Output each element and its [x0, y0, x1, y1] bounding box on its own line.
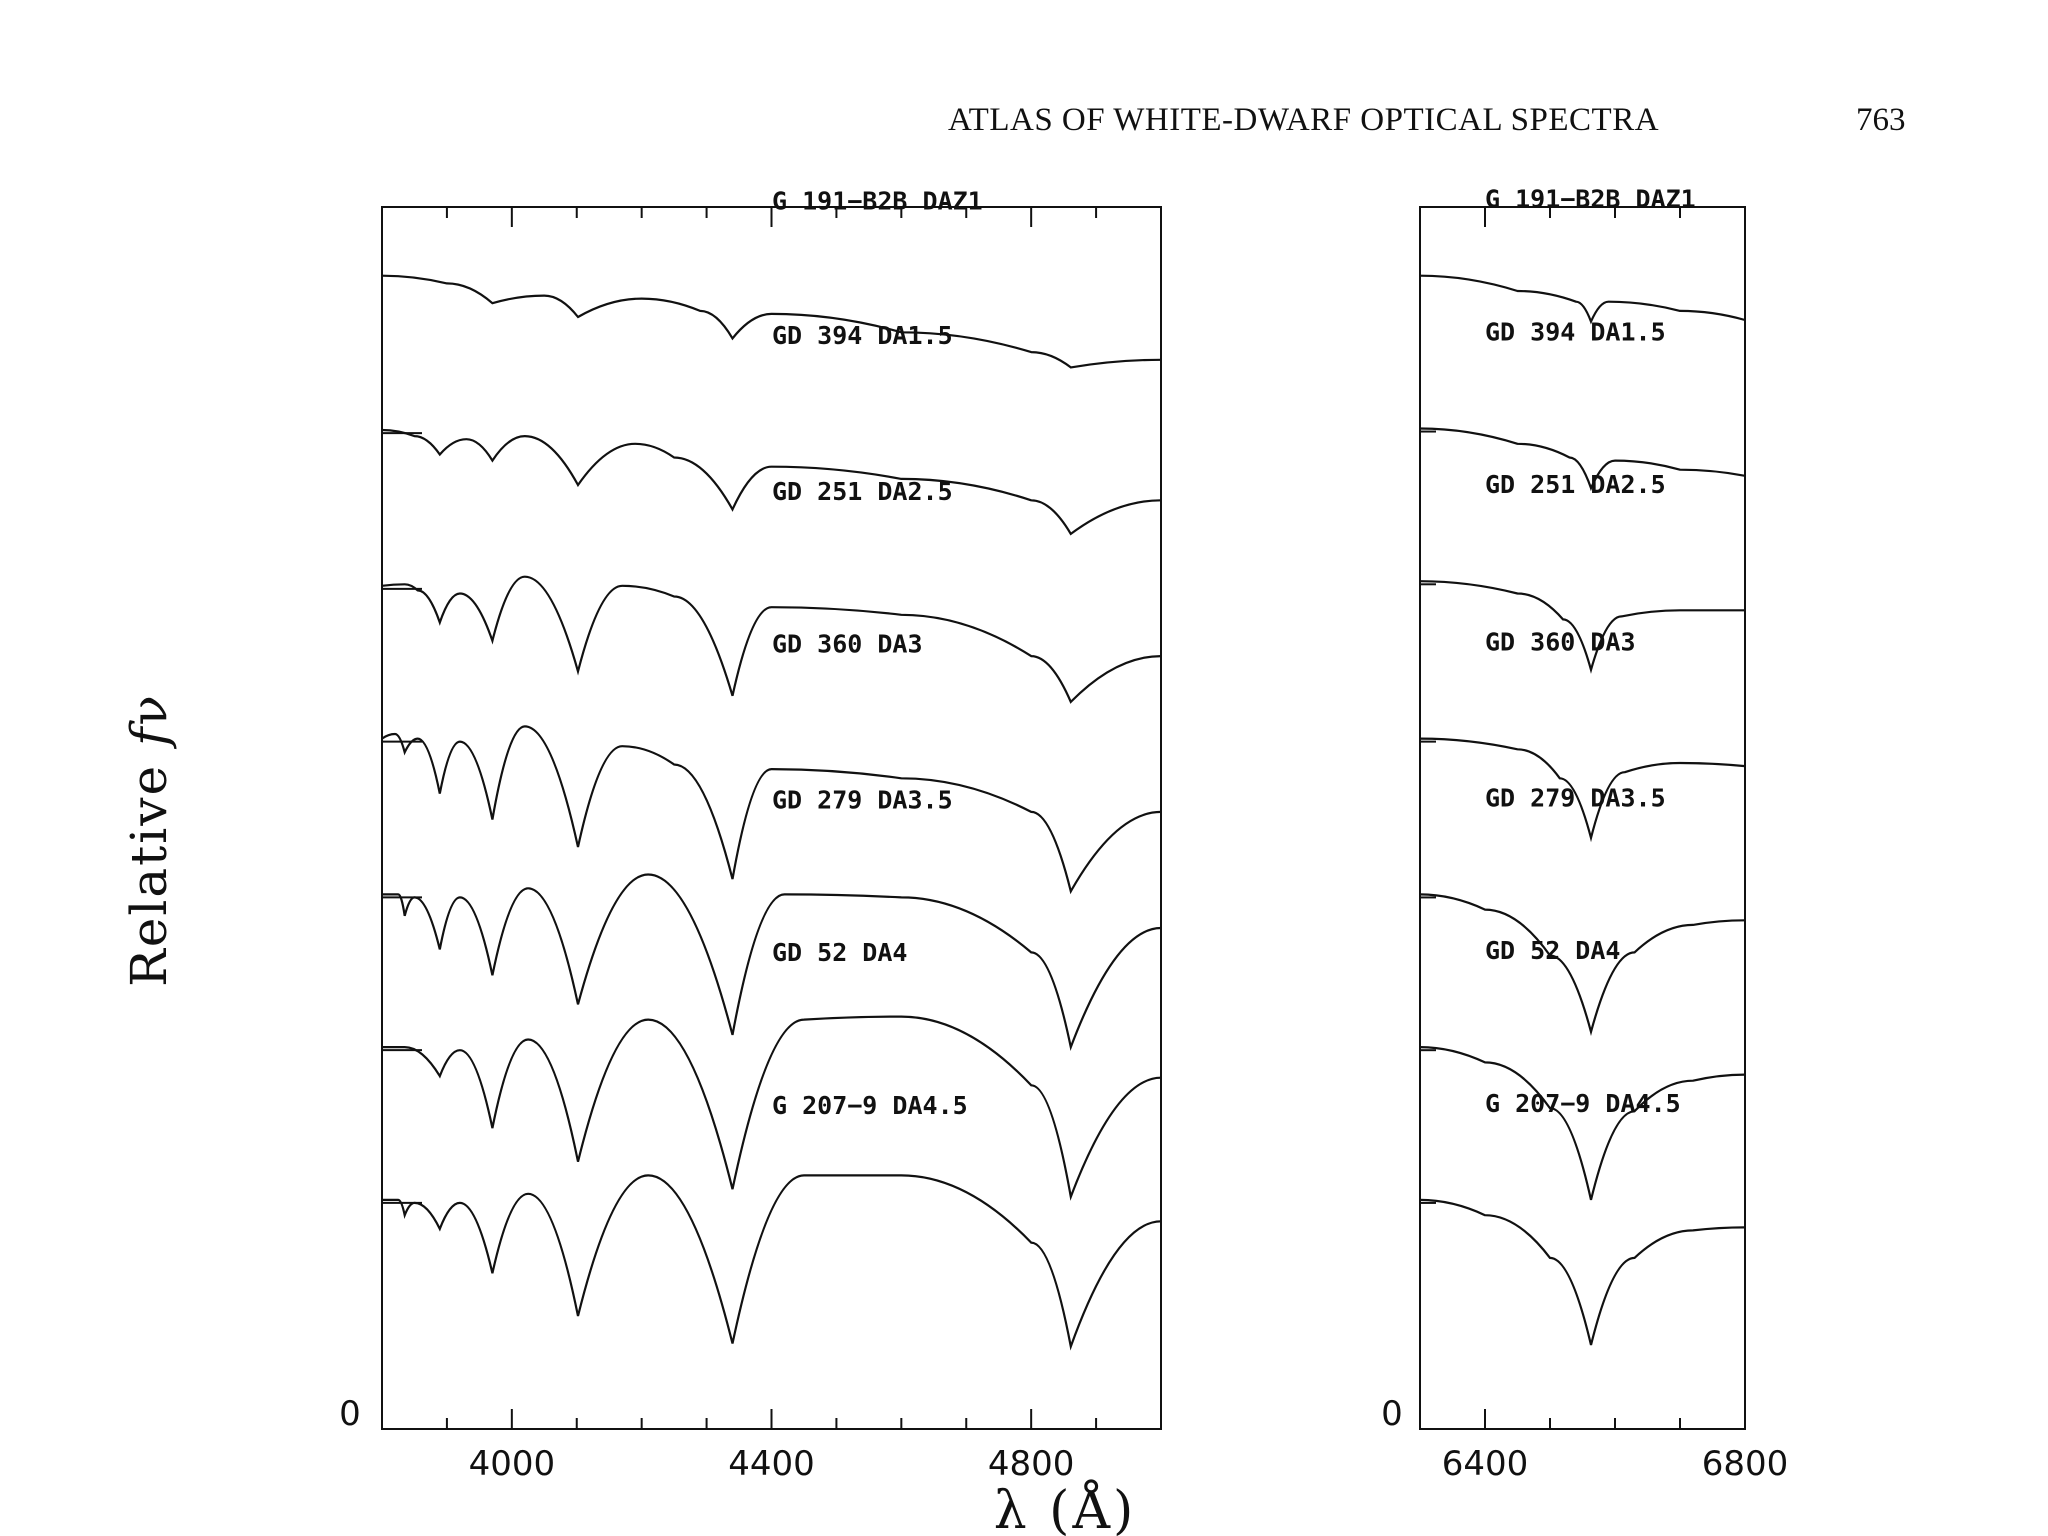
spectrum-line-gd-360-da3: [1419, 737, 1746, 843]
spectrum-line-gd-279-da3-5: [382, 873, 1162, 1052]
series-label-gd-251-da2-5: GD 251 DA2.5: [772, 477, 953, 506]
spectrum-line-gd-394-da1-5: [1419, 427, 1746, 492]
series-label-g-191-b2b-daz1: G 191−B2B DAZ1: [772, 187, 983, 216]
spectrum-line-gd-360-da3: [381, 725, 1162, 895]
running-header: ATLAS OF WHITE-DWARF OPTICAL SPECTRA 763: [948, 102, 1908, 148]
series-label-gd-251-da2-5: GD 251 DA2.5: [1485, 470, 1666, 499]
spectrum-line-gd-394-da1-5: [381, 428, 1162, 536]
page-number: 763: [1856, 102, 1906, 138]
spectrum-line-gd-279-da3-5: [1419, 893, 1746, 1037]
series-label-g-207-9-da4-5: G 207−9 DA4.5: [1485, 1089, 1681, 1118]
x-tick-label: 4000: [469, 1444, 556, 1484]
series-label-gd-394-da1-5: GD 394 DA1.5: [1485, 317, 1666, 346]
spectrum-line-g-207-9-da4-5: [1419, 1198, 1746, 1346]
series-label-g-191-b2b-daz1: G 191−B2B DAZ1: [1485, 185, 1696, 214]
spectrum-line-g-191-b2b-daz1: [381, 274, 1162, 369]
x-tick-label: 4400: [728, 1444, 815, 1484]
x-tick-label: 4800: [988, 1444, 1075, 1484]
series-label-gd-279-da3-5: GD 279 DA3.5: [1485, 783, 1666, 812]
y-zero-label: 0: [339, 1394, 361, 1434]
series-label-gd-52-da4: GD 52 DA4: [1485, 936, 1620, 965]
series-label-gd-360-da3: GD 360 DA3: [772, 630, 923, 659]
y-zero-label: 0: [1381, 1394, 1403, 1434]
series-label-g-207-9-da4-5: G 207−9 DA4.5: [772, 1091, 968, 1120]
series-label-gd-360-da3: GD 360 DA3: [1485, 628, 1636, 657]
x-tick-label: 6800: [1702, 1444, 1789, 1484]
running-title: ATLAS OF WHITE-DWARF OPTICAL SPECTRA: [948, 102, 1660, 138]
spectrum-line-gd-52-da4: [381, 1015, 1162, 1201]
x-tick-label: 6400: [1442, 1444, 1529, 1484]
spectrum-line-gd-251-da2-5: [381, 575, 1162, 704]
series-label-gd-394-da1-5: GD 394 DA1.5: [772, 321, 953, 350]
y-axis-title: Relative 𝑓ν: [120, 693, 178, 987]
spectrum-line-gd-251-da2-5: [1419, 580, 1745, 674]
spectrum-line-g-207-9-da4-5: [382, 1174, 1162, 1351]
series-label-gd-279-da3-5: GD 279 DA3.5: [772, 785, 953, 814]
spectrum-line-g-191-b2b-daz1: [1419, 274, 1746, 325]
series-label-gd-52-da4: GD 52 DA4: [772, 938, 907, 967]
plot-frame-right: [1419, 206, 1746, 1430]
x-axis-title: λ (Å): [994, 1479, 1137, 1536]
spectrum-line-gd-52-da4: [1419, 1046, 1746, 1201]
